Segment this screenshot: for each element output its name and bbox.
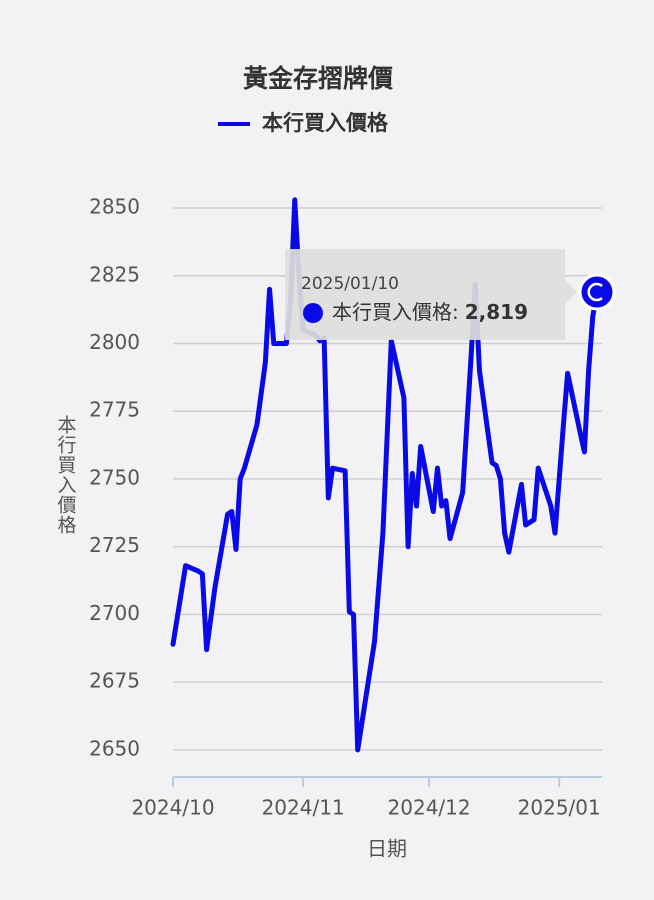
y-tick-label: 2700 — [89, 601, 140, 625]
plot — [170, 197, 600, 753]
overlay: 本行買入價格 2025/01/10 本行買入價格: 2,819 — [218, 111, 616, 340]
tooltip-box — [285, 249, 565, 340]
tooltip-separator: : — [452, 300, 459, 324]
y-tick-label: 2725 — [89, 533, 140, 557]
y-axis-label: 本行買入價格 — [55, 415, 77, 535]
tooltip-value: 2,819 — [465, 300, 528, 324]
series-line — [170, 197, 600, 753]
legend-label: 本行買入價格 — [262, 111, 389, 135]
highlight-icon — [587, 282, 603, 302]
y-tick-label: 2850 — [89, 195, 140, 219]
tooltip-arrow — [565, 280, 577, 304]
x-tick-label: 2024/12 — [388, 796, 471, 820]
y-tick-label: 2675 — [89, 669, 140, 693]
tooltip-date: 2025/01/10 — [301, 274, 399, 294]
y-tick-label: 2775 — [89, 398, 140, 422]
y-tick-label: 2750 — [89, 465, 140, 489]
x-tick-label: 2024/10 — [131, 796, 214, 820]
tooltip-dot — [303, 303, 323, 323]
y-tick-label: 2650 — [89, 736, 140, 760]
grid: 2650 2675 2700 2725 2750 2775 2800 2825 2850 2024… — [89, 195, 602, 820]
x-axis-label: 日期 — [367, 837, 407, 861]
y-tick-label: 2825 — [89, 262, 140, 286]
x-tick-label: 2025/01 — [518, 796, 601, 820]
y-tick-label: 2800 — [89, 330, 140, 354]
tooltip-text: 本行買入價格: 2,819 — [332, 300, 528, 324]
highlight-point — [578, 273, 616, 311]
chart-title: 黃金存摺牌價 — [243, 64, 394, 93]
tooltip-name: 本行買入價格 — [332, 300, 452, 324]
x-tick-label: 2024/11 — [262, 796, 345, 820]
